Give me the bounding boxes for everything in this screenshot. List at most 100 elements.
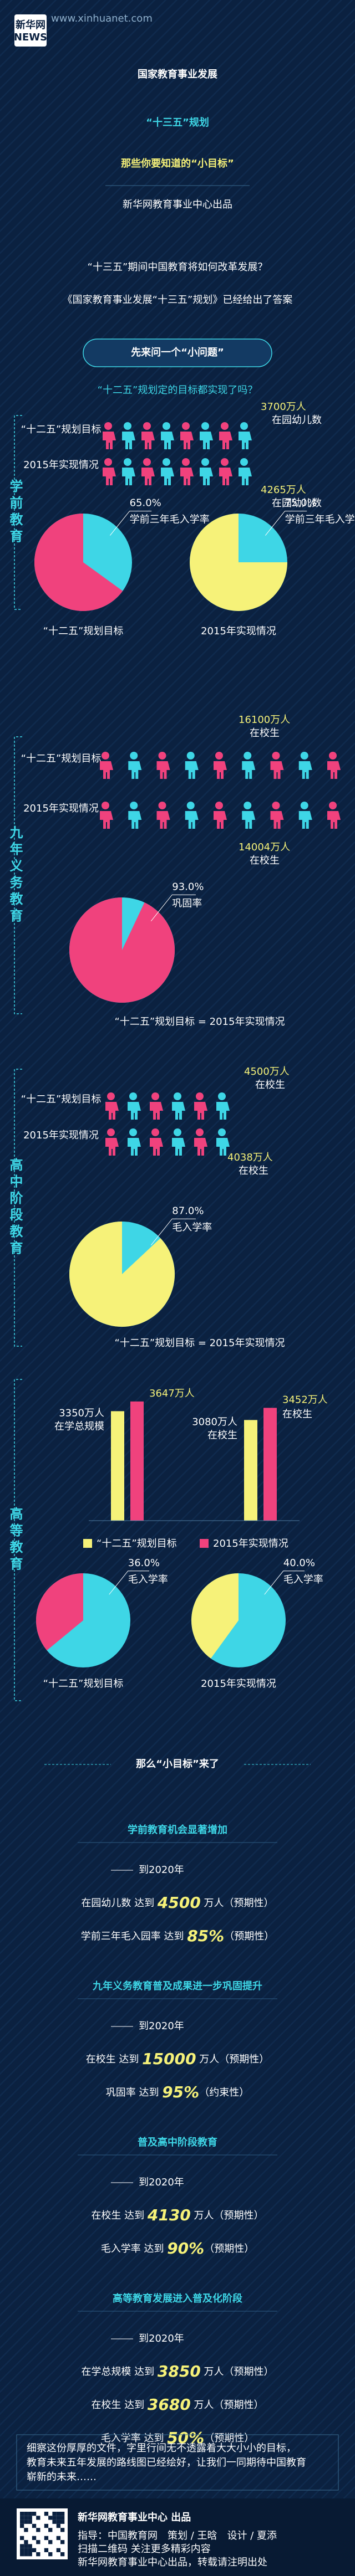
icon-head [143, 422, 151, 430]
qr-cell [32, 2512, 37, 2516]
icon-head [130, 752, 138, 760]
person-icon [128, 1092, 141, 1120]
footer-producer: 新华网教育事业中心 出品 [78, 2511, 191, 2523]
closing-line: 教育未来五年发展的路线图已经绘好，让我们一同期待中国教育 [27, 2457, 306, 2469]
icon-head [158, 802, 166, 809]
icon-head [218, 1092, 226, 1100]
icon-head [163, 458, 170, 466]
person-icon [239, 422, 252, 449]
goal-number: 4500 [157, 1893, 201, 1912]
icon-body [327, 811, 341, 829]
row-label: 2015年实现情况 [23, 1130, 99, 1141]
goal-number: 3680 [148, 2395, 191, 2414]
person-icon [172, 1128, 185, 1156]
goal-post: 万人（预期性） [201, 1897, 274, 1909]
icon-head [215, 802, 223, 809]
qr-cell [52, 2519, 57, 2524]
row-label: “十二五”规划目标 [21, 1094, 102, 1105]
bar-label: 3647万人 [149, 1388, 195, 1399]
qr-cell [36, 2516, 40, 2520]
goal-item: 学前三年毛入园率 达到 85%（预期性） [81, 1927, 274, 1945]
goal-post: 万人（预期性） [201, 2366, 274, 2378]
goal-item: 毛入学率 达到 50%（预期性） [101, 2429, 254, 2447]
icon-body [185, 811, 199, 829]
leader-line [150, 1218, 196, 1246]
goal-pre: 在学总规模 达到 [81, 2366, 157, 2378]
icon-body [200, 468, 213, 485]
icon-body [239, 468, 252, 485]
person-icon [270, 752, 284, 779]
person-icon [219, 458, 232, 485]
person-icon [103, 422, 116, 449]
qr-cell [24, 2528, 28, 2532]
goal-item: 毛入学率 达到 90%（预期性） [101, 2239, 254, 2257]
person-icon [156, 802, 170, 829]
icon-body [194, 1138, 207, 1156]
bar [244, 1420, 257, 1521]
icon-body [216, 1102, 230, 1120]
goal-post: （预期性） [224, 1931, 274, 1942]
qr-cell [36, 2552, 40, 2557]
person-icon [128, 1128, 141, 1156]
icon-body [180, 468, 194, 485]
icon-head [182, 422, 190, 430]
producer: 新华网教育事业中心出品 [123, 199, 232, 211]
qr-cell [20, 2512, 24, 2516]
qr-cell [48, 2528, 53, 2532]
icon-head [163, 422, 170, 430]
qr-cell [48, 2552, 53, 2557]
icon-head [329, 752, 337, 760]
icon-body [103, 468, 116, 485]
icon-body [180, 432, 194, 449]
count-note: 在校生 [239, 1165, 268, 1177]
person-icon [103, 458, 116, 485]
person-icon [242, 802, 256, 829]
person-icon [239, 458, 252, 485]
legend-swatch [200, 1539, 209, 1548]
icon-head [182, 458, 190, 466]
pie-slice [190, 514, 287, 611]
pie-caption: 2015年实现情况 [201, 625, 276, 637]
icon-body [141, 432, 155, 449]
icon-head [129, 1092, 137, 1100]
footer-copyright: 新华网教育事业中心出品，转载请注明出处 [78, 2557, 267, 2568]
person-icon [216, 1128, 230, 1156]
leader-line [265, 511, 307, 536]
person-icon [185, 752, 199, 779]
icon-body [128, 1102, 141, 1120]
icon-head [107, 1092, 115, 1100]
qr-cell [56, 2548, 60, 2552]
bar-label: 3350万人 [59, 1407, 104, 1419]
icon-body [214, 811, 227, 829]
person-icon [156, 752, 170, 779]
footer-scan: 扫描二维码 关注更多精彩内容 [78, 2543, 211, 2555]
legend-swatch [83, 1539, 92, 1548]
icon-head [201, 422, 209, 430]
qr-cell [24, 2548, 28, 2552]
icon-head [300, 752, 308, 760]
icon-head [174, 1092, 181, 1100]
qr-cell [36, 2528, 40, 2532]
goal-number: 3850 [158, 2362, 201, 2380]
icon-body [141, 468, 155, 485]
count-label: 4265万人 [261, 484, 306, 496]
bar-note: 在学总规模 [54, 1420, 104, 1432]
icon-body [216, 1138, 230, 1156]
person-icon [219, 422, 232, 449]
person-icon [185, 802, 199, 829]
pie-slice [36, 1573, 83, 1651]
banner-text: 先来问一个“小问题” [131, 346, 224, 358]
goal-year: 到2020年 [139, 1864, 184, 1876]
pie-slice [69, 897, 175, 1003]
goal-item: 在校生 达到 4130 万人（预期性） [91, 2206, 263, 2224]
qr-cell [44, 2512, 49, 2516]
icon-body [103, 432, 116, 449]
qr-cell [44, 2523, 49, 2528]
person-icon [214, 802, 227, 829]
goal-pre: 巩固率 达到 [106, 2087, 162, 2098]
person-icon [298, 802, 312, 829]
row-label: 2015年实现情况 [23, 803, 99, 814]
